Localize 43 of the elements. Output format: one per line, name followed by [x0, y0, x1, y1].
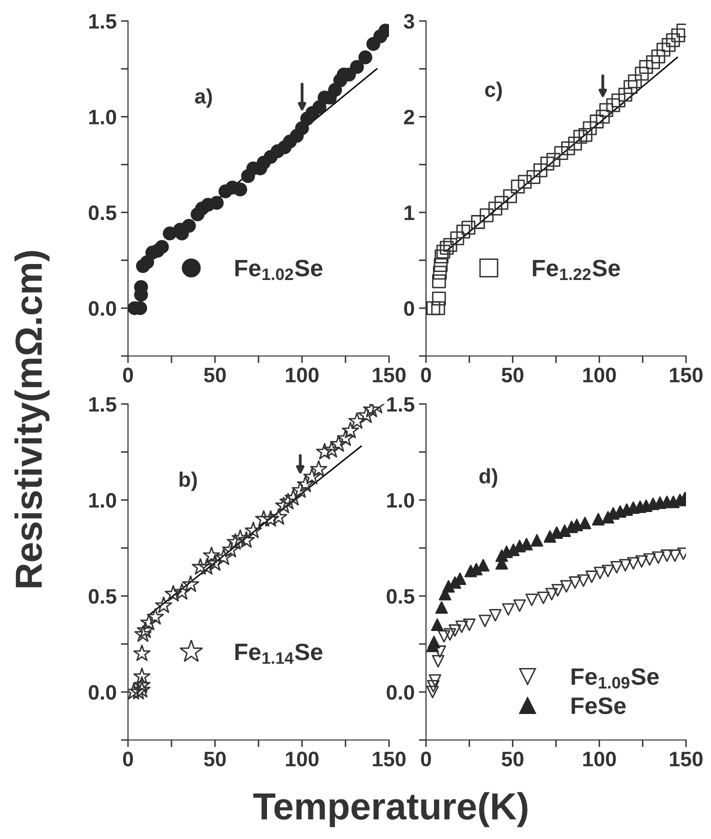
x-tick-label: 0 [123, 752, 133, 766]
y-tick-label: 0.5 [88, 205, 116, 220]
y-tick-label: 0.5 [88, 589, 116, 604]
y-tick-label: 0 [404, 301, 414, 316]
x-tick-label: 100 [286, 752, 319, 766]
y-tick-label: 1 [404, 206, 414, 220]
y-axis-title: Resistivity(mΩ.cm) [14, 251, 50, 588]
x-tick-label: 0 [421, 752, 431, 766]
x-tick-label: 0 [123, 368, 133, 382]
y-tick-label: 1.0 [387, 493, 414, 508]
x-axis-title: Temperature(K) [253, 792, 528, 828]
y-tick-label: 1.0 [89, 493, 116, 508]
legend-label: Fe$_{1.09}$Se [572, 668, 659, 689]
legend-label: FeSe [572, 697, 626, 714]
x-tick-label: 150 [372, 368, 406, 382]
x-tick-label: 0 [421, 368, 431, 382]
y-tick-label: 3 [404, 14, 414, 29]
annotation: b) [180, 472, 197, 491]
legend-label: Fe$_{1.02}$Se [235, 260, 322, 280]
x-tick-label: 100 [583, 368, 616, 382]
y-tick-label: 2 [404, 110, 414, 124]
x-tick-label: 50 [502, 368, 524, 382]
x-tick-label: 150 [670, 752, 703, 766]
y-tick-label: 0.5 [386, 589, 414, 604]
annotation: c) [485, 82, 502, 102]
annotation: a) [195, 88, 212, 108]
x-tick-label: 50 [204, 368, 226, 382]
text: 0.0 [88, 301, 116, 316]
x-tick-label: 150 [372, 752, 406, 766]
x-tick-label: 150 [670, 368, 703, 382]
text: 0.0 [88, 685, 116, 700]
x-tick-label: 100 [286, 368, 319, 382]
x-tick-label: 50 [502, 752, 524, 766]
legend-label: Fe$_{1.22}$Se [532, 260, 620, 280]
annotation: d) [479, 468, 498, 488]
x-tick-label: 50 [204, 752, 226, 766]
legend-label: Fe$_{1.14}$Se [235, 644, 322, 664]
y-tick-label: 1.5 [89, 397, 116, 412]
y-tick-label: 1.0 [89, 110, 116, 124]
x-tick-label: 100 [583, 752, 616, 766]
text: 0.0 [386, 685, 414, 700]
y-tick-label: 1.5 [387, 397, 414, 412]
y-tick-label: 1.5 [89, 14, 116, 29]
